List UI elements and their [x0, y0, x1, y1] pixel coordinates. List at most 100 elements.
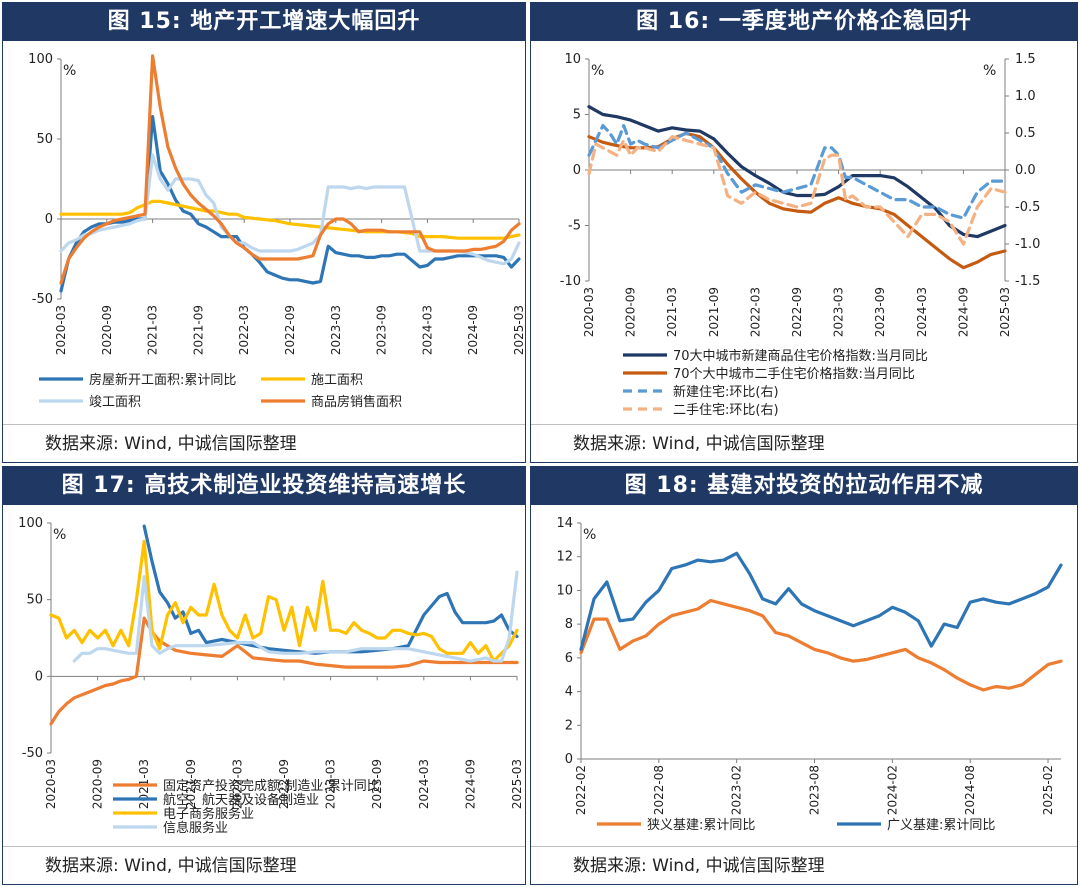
- x-tick-label: 2023-09: [370, 759, 384, 809]
- y-tick-label-left: 10: [556, 583, 573, 598]
- y-tick-label-left: 8: [565, 617, 573, 632]
- chart-18-svg: 0 2 4 6 8 10 12 14% 2022-02 2022-08 2023-02 2023-08…: [556, 516, 1063, 833]
- x-tick-label: 2022-08: [652, 765, 666, 815]
- chart-15-svg: -50 0 50 100% 2020-03 2020-09 2021-03 2021-09 20…: [28, 52, 525, 410]
- x-tick-label: 2024-03: [915, 287, 929, 337]
- y-tick-label-left: 4: [565, 685, 573, 700]
- chart-title-18: 图 18: 基建对投资的拉动作用不减: [531, 467, 1077, 505]
- series-line-4: [72, 570, 519, 663]
- chart-title-15: 图 15: 地产开工增速大幅回升: [3, 3, 525, 41]
- y-tick-label-left: -10: [560, 274, 581, 289]
- y-unit-label: %: [63, 63, 76, 79]
- x-tick-label: 2022-02: [574, 765, 588, 815]
- y-tick-label-right: -1.0: [1015, 237, 1040, 252]
- x-tick-label: 2020-09: [91, 759, 105, 809]
- x-tick-label: 2024-08: [963, 765, 977, 815]
- series-line-3: [587, 123, 1007, 220]
- y-tick-label-left: 0: [35, 669, 43, 684]
- legend-label: 新建住宅:环比(右): [673, 384, 779, 400]
- y-tick-label-right: 1.0: [1015, 89, 1036, 104]
- y-tick-label-right: 0.5: [1015, 126, 1036, 141]
- y-unit-label-right: %: [983, 63, 996, 79]
- y-unit-label: %: [53, 527, 66, 543]
- x-tick-label: 2020-09: [624, 287, 638, 337]
- y-tick-label-right: 0.0: [1015, 163, 1036, 178]
- y-tick-label-right: -1.5: [1015, 274, 1040, 289]
- y-tick-label-left: 0: [45, 212, 53, 227]
- y-tick-label-left: 0: [565, 752, 573, 767]
- series-line-1: [579, 598, 1063, 692]
- x-tick-label: 2023-09: [873, 287, 887, 337]
- x-tick-label: 2020-03: [54, 305, 68, 355]
- x-tick-label: 2025-02: [1041, 765, 1055, 815]
- y-tick-label-left: 50: [26, 593, 43, 608]
- y-tick-label-left: 10: [564, 52, 581, 67]
- x-tick-label: 2022-03: [237, 305, 251, 355]
- y-tick-label-left: 5: [573, 108, 581, 123]
- y-tick-label-left: -50: [22, 746, 43, 761]
- series-line-2: [587, 131, 1007, 270]
- x-tick-label: 2021-03: [665, 287, 679, 337]
- y-tick-label-left: 100: [18, 516, 43, 531]
- y-tick-label-right: -0.5: [1015, 200, 1040, 215]
- y-tick-label-left: 14: [556, 516, 573, 531]
- chart-title-16: 图 16: 一季度地产价格企稳回升: [531, 3, 1077, 41]
- legend-label: 信息服务业: [163, 820, 228, 836]
- series-line-1: [49, 616, 519, 726]
- y-tick-label-left: -5: [568, 219, 581, 234]
- x-tick-label: 2022-09: [277, 759, 291, 809]
- x-tick-label: 2025-03: [512, 305, 525, 355]
- y-unit-label: %: [583, 527, 596, 543]
- legend-label: 房屋新开工面积:累计同比: [89, 372, 236, 388]
- x-tick-label: 2020-03: [44, 759, 58, 809]
- x-tick-label: 2021-09: [191, 305, 205, 355]
- y-tick-label-left: 12: [556, 550, 573, 565]
- legend-label: 狭义基建:累计同比: [647, 818, 755, 833]
- x-tick-label: 2024-09: [463, 759, 477, 809]
- x-tick-label: 2020-03: [582, 287, 596, 337]
- series-line-1: [587, 105, 1007, 239]
- source-note-17: 数据来源: Wind, 中诚信国际整理: [3, 846, 525, 884]
- x-tick-label: 2024-09: [956, 287, 970, 337]
- series-line-3: [49, 539, 519, 663]
- source-note-15: 数据来源: Wind, 中诚信国际整理: [3, 424, 525, 462]
- legend-label: 二手住宅:环比(右): [673, 403, 779, 418]
- x-tick-label: 2024-09: [466, 305, 480, 355]
- y-tick-label-left: -50: [32, 292, 53, 307]
- chart-16-svg: -10 -5 0 5 10% -1.5 -1.0 -0.5 0.0 0.5 1.0 1.5% 2020-…: [560, 52, 1041, 418]
- series-line-1: [59, 114, 521, 293]
- chart-panel-15: 图 15: 地产开工增速大幅回升 -50 0 50 100% 2020-03 2020-0…: [2, 2, 526, 463]
- x-tick-label: 2023-08: [808, 765, 822, 815]
- chart-17-svg: -50050100%2020-032020-092021-032021-0920…: [18, 516, 524, 836]
- x-tick-label: 2022-09: [283, 305, 297, 355]
- x-tick-label: 2023-03: [832, 287, 846, 337]
- x-tick-label: 2021-09: [184, 759, 198, 809]
- x-tick-label: 2020-09: [100, 305, 114, 355]
- x-tick-label: 2023-03: [324, 759, 338, 809]
- x-tick-label: 2023-09: [375, 305, 389, 355]
- series-line-2: [142, 524, 519, 655]
- legend-label: 航空、航天器及设备制造业: [163, 792, 319, 808]
- x-tick-label: 2022-09: [790, 287, 804, 337]
- legend-label: 70大中城市新建商品住宅价格指数:当月同比: [673, 348, 928, 364]
- legend-label: 电子商务服务业: [163, 806, 254, 822]
- legend-label: 商品房销售面积: [311, 394, 402, 410]
- legend-label: 施工面积: [311, 373, 363, 388]
- legend-label: 广义基建:累计同比: [887, 818, 995, 833]
- x-tick-label: 2021-03: [146, 305, 160, 355]
- y-unit-label: %: [591, 63, 604, 79]
- y-tick-label-left: 100: [28, 52, 53, 67]
- x-tick-label: 2024-02: [885, 765, 899, 815]
- x-tick-label: 2023-02: [730, 765, 744, 815]
- series-line-4: [59, 54, 521, 285]
- source-note-18: 数据来源: Wind, 中诚信国际整理: [531, 846, 1077, 884]
- x-tick-label: 2022-03: [230, 759, 244, 809]
- series-line-4: [587, 135, 1007, 246]
- x-tick-label: 2025-03: [998, 287, 1012, 337]
- legend-label: 竣工面积: [89, 395, 141, 410]
- x-tick-label: 2025-03: [510, 759, 524, 809]
- chart-panel-17: 图 17: 高技术制造业投资维持高速增长 -50 0 50 100% 2020-03 20…: [2, 466, 526, 885]
- x-tick-label: 2022-03: [748, 287, 762, 337]
- series-line-2: [579, 551, 1063, 651]
- chart-panel-18: 图 18: 基建对投资的拉动作用不减 0 2 4 6 8 10 12 14% 2022-02 20…: [530, 466, 1078, 885]
